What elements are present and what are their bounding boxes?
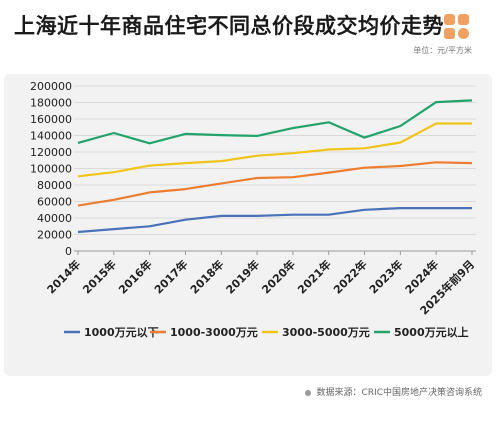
series-line-1 [77,207,472,234]
chart-title: 上海近十年商品住宅不同总价段成交均价走势 [14,14,444,38]
brand-logo-icon [444,14,469,39]
x-tick-label: 2015年 [80,257,119,296]
y-tick-label: 100000 [30,163,72,176]
y-tick-label: 120000 [30,146,72,159]
x-tick-label: 2019年 [223,257,262,296]
x-tick-label: 2021年 [295,257,334,296]
legend-label: 1000万元以下 [84,326,159,339]
y-tick-label: 20000 [37,229,72,242]
legend-label: 3000-5000万元 [282,326,370,339]
legend-label: 5000万元以上 [394,325,469,339]
y-tick-label: 160000 [30,113,72,126]
x-tick-label: 2014年 [44,257,83,296]
bullet-icon [304,389,311,396]
legend-label: 1000-3000万元 [170,326,258,339]
source-text: 数据来源：CRIC中国房地产决策咨询系统 [316,388,482,398]
x-tick-label: 2020年 [259,257,298,296]
y-tick-label: 180000 [30,97,72,110]
x-tick-label: 2023年 [366,257,405,296]
chart-panel [4,74,492,376]
x-tick-label: 2017年 [151,257,190,296]
source-note: 数据来源：CRIC中国房地产决策咨询系统 [304,385,482,398]
y-tick-label: 40000 [37,212,72,225]
series-line-2 [77,161,473,207]
series-line-4 [77,99,473,145]
x-tick-label: 2016年 [115,257,154,296]
series-line-3 [77,122,472,178]
x-tick-label: 2022年 [330,257,369,296]
unit-label: 单位：元/平方米 [413,46,472,55]
y-tick-label: 60000 [37,196,72,209]
y-tick-label: 140000 [30,130,72,143]
y-tick-label: 80000 [37,179,72,192]
x-tick-label: 2018年 [187,257,226,296]
y-tick-label: 200000 [30,80,72,93]
y-tick-label: 0 [65,245,72,258]
